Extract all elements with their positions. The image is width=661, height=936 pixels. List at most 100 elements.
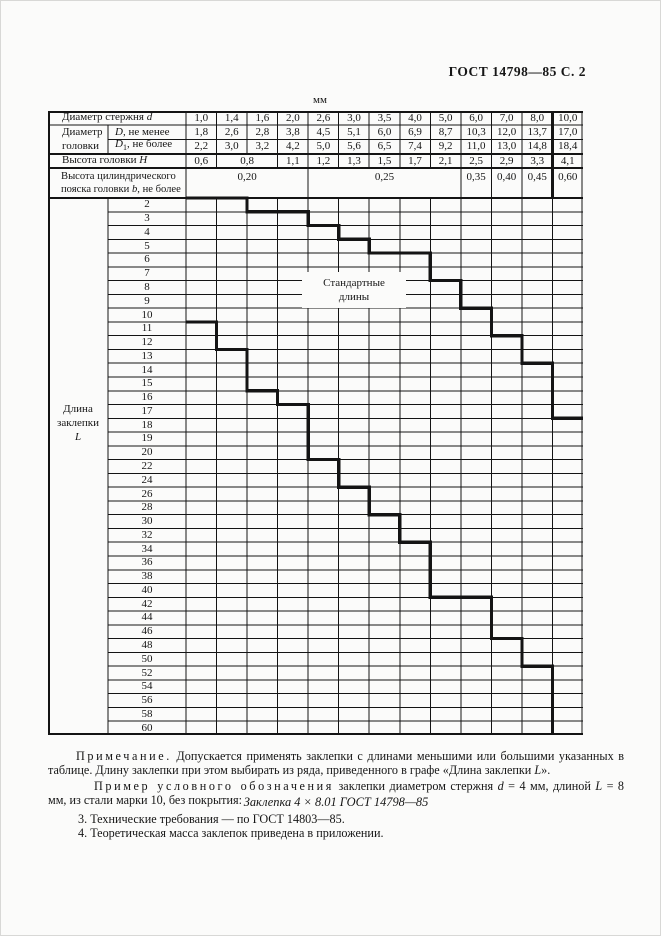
cell-rivet-length: 54: [141, 680, 153, 693]
cell-rivet-length: 46: [141, 625, 153, 638]
cell-head-diameter-max: 11,0: [466, 140, 486, 153]
cell-rivet-length: 12: [141, 336, 153, 349]
cell-shank-diameter: 1,4: [224, 112, 239, 124]
cell-rivet-length: 3: [144, 212, 150, 225]
cell-head-height: 1,7: [408, 154, 422, 167]
cell-head-height: 4,1: [560, 154, 575, 167]
cell-head-diameter-min: 17,0: [558, 125, 578, 138]
cell-head-diameter-max: 6,5: [377, 140, 392, 153]
cell-head-diameter-max: 5,0: [316, 140, 331, 153]
cell-head-diameter-max: 18,4: [558, 140, 578, 153]
standard-lengths-zone-label: Стандартные длины: [302, 272, 406, 308]
cell-shank-diameter: 6,0: [469, 112, 483, 124]
cell-head-diameter-min: 10,3: [466, 125, 486, 138]
cell-head-height: 2,9: [499, 154, 514, 167]
cell-rivet-length: 8: [144, 280, 150, 293]
cell-head-diameter-max: 2,2: [194, 140, 209, 153]
cell-head-diameter-min: 5,1: [347, 125, 361, 138]
cell-head-diameter-max: 3,2: [255, 140, 270, 153]
cell-head-diameter-max: 4,2: [286, 140, 300, 153]
cell-head-height: 1,3: [347, 154, 361, 167]
cell-rivet-length: 40: [141, 583, 153, 596]
cell-head-diameter-max: 9,2: [438, 140, 453, 153]
cell-collar-height: 0,25: [374, 171, 395, 183]
rivet-dimensions-table: Диаметр стержня d Диаметр головки D, не …: [48, 111, 583, 735]
cell-head-height: 0,8: [240, 154, 254, 167]
label-head-height: Высота головки H: [62, 154, 148, 167]
cell-rivet-length: 16: [141, 391, 153, 404]
cell-collar-height: 0,60: [558, 171, 578, 183]
cell-rivet-length: 5: [144, 239, 150, 252]
cell-shank-diameter: 2,0: [286, 112, 300, 124]
label-shank-diameter: Диаметр стержня d: [62, 111, 153, 124]
cell-rivet-length: 38: [141, 570, 153, 583]
cell-rivet-length: 19: [141, 432, 153, 445]
doc-reference: ГОСТ 14798—85 С. 2: [448, 64, 586, 79]
cell-head-height: 1,1: [286, 154, 300, 167]
cell-rivet-length: 44: [141, 611, 153, 624]
theoretical-mass-item: 4. Теоретическая масса заклепок приведен…: [78, 826, 384, 840]
cell-head-diameter-max: 7,4: [408, 140, 422, 153]
cell-shank-diameter: 2,6: [316, 112, 331, 124]
cell-head-height: 2,5: [469, 154, 483, 167]
units-label: мм: [313, 94, 327, 106]
label-head-diameter: Диаметр головки: [62, 126, 103, 152]
cell-rivet-length: 10: [141, 308, 153, 321]
label-head-diameter-max: D1, не более: [115, 138, 173, 153]
cell-rivet-length: 13: [141, 349, 153, 362]
cell-head-height: 0,6: [194, 154, 209, 167]
cell-rivet-length: 22: [141, 459, 153, 472]
cell-collar-height: 0,35: [466, 171, 486, 183]
cell-head-diameter-min: 6,9: [408, 125, 422, 138]
cell-rivet-length: 6: [144, 253, 150, 266]
cell-shank-diameter: 1,6: [255, 112, 270, 124]
cell-rivet-length: 2: [144, 198, 150, 211]
cell-rivet-length: 28: [141, 501, 153, 514]
cell-rivet-length: 11: [141, 322, 153, 335]
cell-shank-diameter: 5,0: [438, 112, 453, 124]
cell-head-diameter-max: 5,6: [347, 140, 361, 153]
cell-shank-diameter: 3,0: [347, 112, 361, 124]
cell-rivet-length: 58: [141, 707, 153, 720]
cell-rivet-length: 56: [141, 694, 153, 707]
cell-rivet-length: 52: [141, 666, 153, 679]
cell-shank-diameter: 4,0: [408, 112, 422, 124]
cell-head-diameter-min: 2,6: [224, 125, 239, 138]
cell-head-diameter-min: 3,8: [286, 125, 300, 138]
cell-head-diameter-min: 13,7: [527, 125, 547, 138]
cell-rivet-length: 14: [141, 363, 153, 376]
cell-rivet-length: 17: [141, 404, 153, 417]
cell-rivet-length: 48: [141, 638, 153, 651]
cell-head-diameter-max: 14,8: [527, 140, 547, 153]
cell-rivet-length: 42: [141, 597, 153, 610]
cell-head-height: 1,2: [316, 154, 331, 167]
cell-shank-diameter: 8,0: [530, 112, 545, 124]
cell-head-diameter-min: 8,7: [438, 125, 453, 138]
cell-head-diameter-min: 1,8: [194, 125, 209, 138]
cell-rivet-length: 36: [141, 556, 153, 569]
cell-rivet-length: 32: [141, 528, 153, 541]
cell-rivet-length: 60: [141, 721, 153, 734]
label-head-diameter-min: D, не менее: [115, 125, 170, 138]
cell-head-diameter-min: 12,0: [497, 125, 517, 138]
note-paragraph: Примечание. Допускается применять заклеп…: [48, 749, 624, 778]
cell-head-height: 2,1: [438, 154, 453, 167]
cell-rivet-length: 18: [141, 418, 153, 431]
label-rivet-length: Длина заклепки L: [56, 403, 100, 443]
cell-head-diameter-max: 13,0: [497, 140, 517, 153]
cell-rivet-length: 9: [144, 294, 150, 307]
cell-rivet-length: 26: [141, 487, 153, 500]
cell-head-diameter-min: 6,0: [377, 125, 392, 138]
cell-head-diameter-max: 3,0: [224, 140, 239, 153]
designation-example-paragraph: Пример условного обозначения заклепки ди…: [48, 779, 624, 808]
cell-collar-height: 0,40: [497, 171, 517, 183]
designation-example-line: Заклепка 4 × 8.01 ГОСТ 14798—85: [243, 795, 429, 809]
cell-head-diameter-min: 4,5: [316, 125, 331, 138]
cell-collar-height: 0,20: [237, 171, 257, 183]
cell-shank-diameter: 10,0: [558, 112, 578, 124]
cell-head-diameter-min: 2,8: [255, 125, 270, 138]
cell-head-height: 1,5: [377, 154, 392, 167]
cell-shank-diameter: 3,5: [377, 112, 392, 124]
cell-rivet-length: 4: [144, 225, 150, 238]
